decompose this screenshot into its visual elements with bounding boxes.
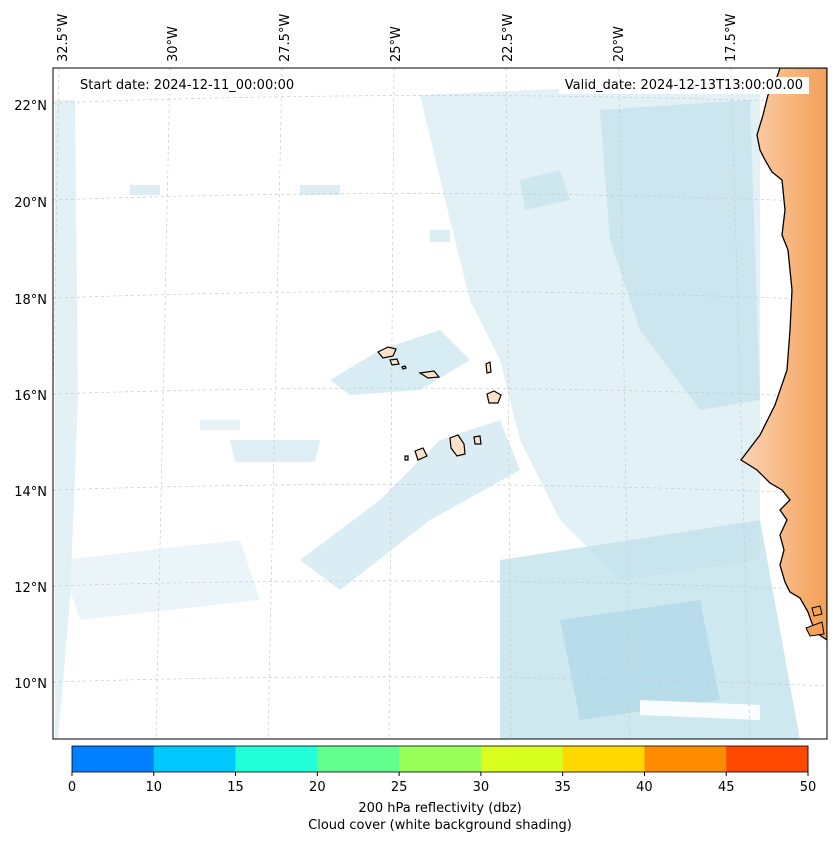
colorbar-tick-label: 10 (146, 780, 163, 795)
longitude-labels: 32.5°W 30°W 27.5°W 25°W 22.5°W 20°W 17.5… (56, 14, 739, 62)
lat-label: 10°N (14, 677, 47, 692)
lat-label: 14°N (14, 485, 47, 500)
land-mainland (740, 68, 827, 641)
map-border (52, 67, 828, 740)
colorbar-tick-label: 30 (473, 780, 490, 795)
lon-label: 20°W (612, 26, 627, 62)
land-bissau-islands (805, 621, 825, 637)
lon-label: 27.5°W (278, 14, 293, 62)
colorbar-title: 200 hPa reflectivity (dbz) (358, 801, 522, 816)
lon-label: 30°W (166, 26, 181, 62)
colorbar-subtitle: Cloud cover (white background shading) (308, 818, 572, 833)
colorbar-segment (726, 746, 809, 772)
lon-label: 25°W (389, 26, 404, 62)
lat-label: 18°N (14, 293, 47, 308)
latitude-labels: 22°N 20°N 18°N 16°N 14°N 12°N 10°N (14, 99, 47, 692)
lon-label: 17.5°W (724, 14, 739, 62)
cape-verde-islands (377, 346, 502, 461)
colorbar-tick-label: 40 (636, 780, 653, 795)
colorbar-tick-label: 35 (554, 780, 571, 795)
colorbar-segment (235, 746, 318, 772)
colorbar-segment (644, 746, 727, 772)
colorbar-segment (480, 746, 564, 772)
colorbar-segment (562, 746, 645, 772)
colorbar-tick-label: 15 (227, 780, 244, 795)
start-date-label: Start date: 2024-12-11_00:00:00 (74, 77, 301, 94)
valid-date-label: Valid_date: 2024-12-13T13:00:00.00 (558, 77, 809, 94)
lat-label: 12°N (14, 581, 47, 596)
colorbar-segment (72, 746, 155, 772)
colorbar-segment (153, 746, 237, 772)
lat-label: 16°N (14, 389, 47, 404)
colorbar-tick-label: 25 (391, 780, 408, 795)
lon-label: 22.5°W (501, 14, 516, 62)
colorbar-tick-label: 45 (718, 780, 735, 795)
lon-label: 32.5°W (56, 14, 71, 62)
colorbar-segment (399, 746, 482, 772)
colorbar-tick-label: 50 (800, 780, 817, 795)
lat-label: 20°N (14, 196, 47, 211)
colorbar-segment (317, 746, 400, 772)
lat-label: 22°N (14, 99, 47, 114)
colorbar-border (71, 745, 809, 773)
cloud-cover-shading (55, 80, 800, 739)
colorbar-tick-label: 20 (309, 780, 326, 795)
colorbar-tick-label: 0 (68, 780, 76, 795)
graticule (53, 68, 827, 739)
colorbar: 0 10 15 20 25 30 35 40 45 50 (68, 745, 817, 795)
